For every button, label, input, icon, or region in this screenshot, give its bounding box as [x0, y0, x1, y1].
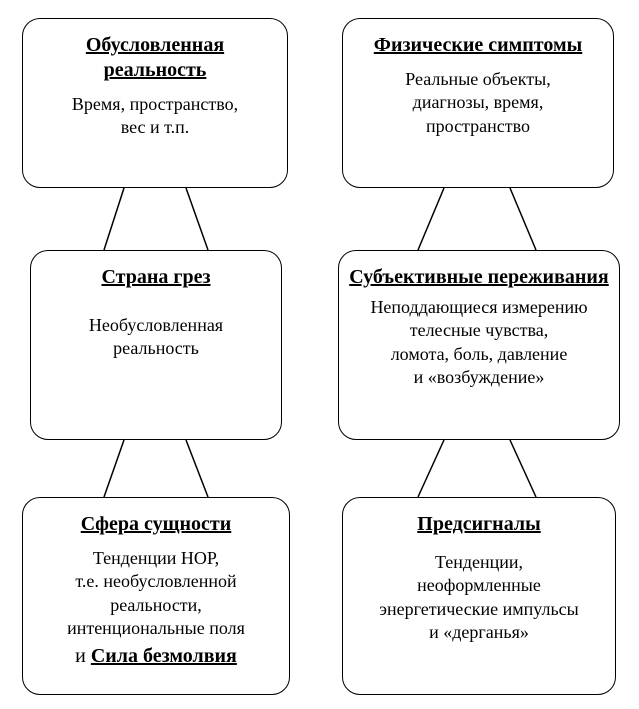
node-body: Тенденции, неоформленные энергетические …	[379, 551, 578, 645]
node-title: Предсигналы	[417, 512, 540, 537]
node-title: Физические симптомы	[374, 33, 582, 58]
node-title: Сфера сущности	[81, 512, 232, 537]
node-physical-symptoms: Физические симптомы Реальные объекты, ди…	[342, 18, 614, 188]
node-subjective-experience: Субъективные переживания Неподдающиеся и…	[338, 250, 620, 440]
extra-strong: Сила безмолвия	[91, 645, 237, 667]
node-essence-sphere: Сфера сущности Тенденции НОР, т.е. необу…	[22, 497, 290, 695]
node-extra: и Сила безмолвия	[75, 643, 237, 669]
node-body: Время, пространство, вес и т.п.	[72, 93, 238, 140]
node-title: Субъективные переживания	[349, 265, 609, 290]
node-body: Тенденции НОР, т.е. необусловленной реал…	[67, 547, 245, 641]
node-body: Неподдающиеся измерению телесные чувства…	[370, 296, 587, 390]
node-body: Реальные объекты, диагнозы, время, прост…	[405, 68, 551, 138]
extra-prefix: и	[75, 645, 91, 667]
node-presignals: Предсигналы Тенденции, неоформленные эне…	[342, 497, 616, 695]
node-title: Страна грез	[101, 265, 210, 290]
node-title: Обусловленная реальность	[33, 33, 277, 83]
node-body: Необусловленная реальность	[89, 314, 223, 361]
node-conditioned-reality: Обусловленная реальность Время, простран…	[22, 18, 288, 188]
node-dreamland: Страна грез Необусловленная реальность	[30, 250, 282, 440]
